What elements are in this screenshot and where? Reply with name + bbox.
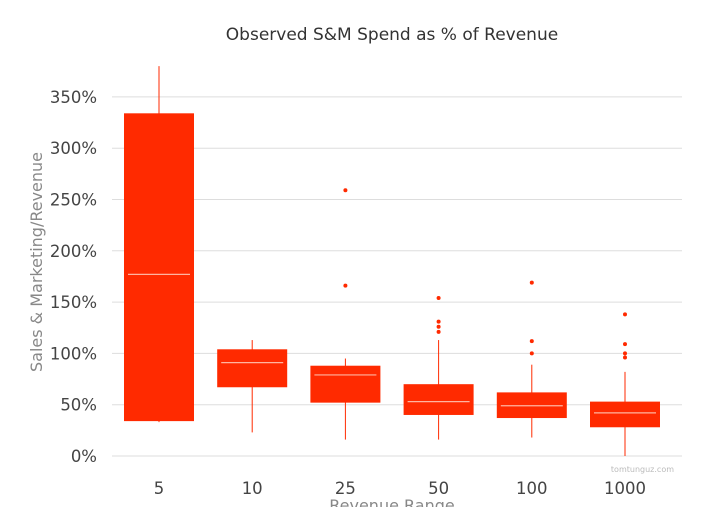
x-tick-label-5: 5 [154, 479, 165, 498]
box-10 [217, 340, 288, 433]
boxes [124, 66, 660, 456]
outlier-100-1 [529, 339, 534, 344]
y-axis-label: Sales & Marketing/Revenue [27, 152, 46, 372]
x-tick-label-1000: 1000 [604, 479, 646, 498]
y-tick-label-350: 350% [50, 88, 97, 107]
box-body-1000 [590, 401, 660, 428]
y-tick-label-200: 200% [50, 242, 97, 261]
gridlines [112, 96, 682, 457]
outlier-50-0 [436, 329, 441, 334]
outlier-50-2 [436, 319, 441, 324]
chart-title: Observed S&M Spend as % of Revenue [226, 25, 558, 45]
x-tick-label-50: 50 [428, 479, 449, 498]
outlier-25-0 [343, 283, 348, 288]
outlier-100-2 [529, 280, 534, 285]
outlier-1000-0 [623, 355, 627, 360]
outlier-50-3 [436, 295, 441, 300]
x-tick-label-100: 100 [516, 479, 548, 498]
y-tick-label-0: 0% [71, 447, 97, 466]
outlier-1000-1 [623, 351, 627, 356]
box-25 [310, 188, 381, 440]
box-body-25 [310, 365, 381, 403]
outlier-1000-2 [623, 342, 627, 347]
box-5 [124, 66, 194, 423]
x-tick-label-10: 10 [242, 479, 263, 498]
outlier-100-0 [529, 351, 534, 356]
outlier-1000-3 [623, 312, 627, 317]
box-body-5 [124, 113, 194, 422]
x-tick-label-25: 25 [335, 479, 356, 498]
box-1000 [590, 312, 660, 456]
box-body-50 [403, 384, 474, 415]
box-100 [496, 280, 567, 438]
watermark: tomtunguz.com [611, 465, 674, 474]
y-tick-label-100: 100% [50, 344, 97, 363]
y-tick-label-300: 300% [50, 139, 97, 158]
box-body-10 [217, 349, 288, 388]
y-tick-label-150: 150% [50, 293, 97, 312]
outlier-25-1 [343, 188, 348, 193]
y-tick-label-250: 250% [50, 191, 97, 210]
box-50 [403, 295, 474, 440]
y-tick-label-50: 50% [60, 396, 97, 415]
x-axis-label: Revenue Range [329, 496, 454, 507]
outlier-50-1 [436, 324, 441, 329]
x-axis-tick-labels: 5 10 25 50 100 1000 [154, 479, 646, 498]
y-axis-tick-labels: 0% 50% 100% 150% 200% 250% 300% 350% [50, 88, 97, 466]
